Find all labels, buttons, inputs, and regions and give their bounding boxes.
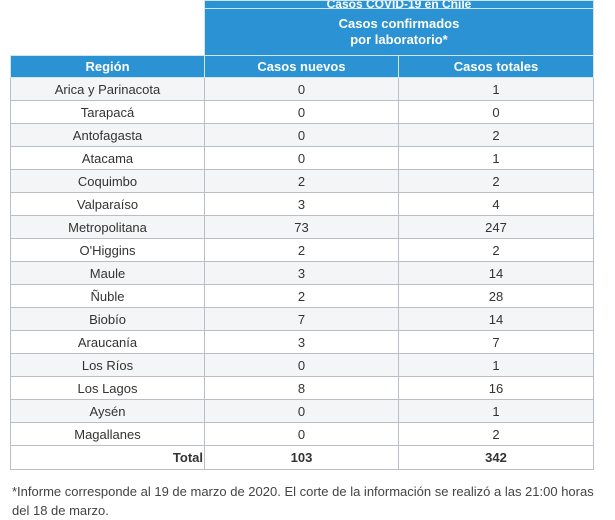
total-label: Total	[10, 445, 205, 470]
table-row: Coquimbo 2 2	[10, 169, 594, 193]
table-row: Maule 3 14	[10, 261, 594, 285]
casos-nuevos-cell: 3	[204, 261, 399, 285]
table-row: Araucanía 3 7	[10, 330, 594, 354]
region-cell: Maule	[10, 261, 205, 285]
column-header-region: Región	[10, 55, 205, 78]
casos-nuevos-cell: 0	[204, 123, 399, 147]
region-cell: Tarapacá	[10, 100, 205, 124]
covid-cases-table-container: Casos COVID-19 en Chile Casos confirmado…	[10, 0, 594, 470]
region-cell: O'Higgins	[10, 238, 205, 262]
region-cell: Araucanía	[10, 330, 205, 354]
table-row: Magallanes 0 2	[10, 422, 594, 446]
casos-totales-cell: 1	[398, 146, 594, 170]
casos-nuevos-cell: 7	[204, 307, 399, 331]
casos-totales-cell: 1	[398, 399, 594, 423]
region-cell: Coquimbo	[10, 169, 205, 193]
casos-nuevos-cell: 0	[204, 422, 399, 446]
footnote: *Informe corresponde al 19 de marzo de 2…	[12, 484, 594, 518]
table-row: O'Higgins 2 2	[10, 238, 594, 262]
casos-totales-cell: 2	[398, 238, 594, 262]
casos-totales-cell: 14	[398, 261, 594, 285]
casos-totales-cell: 2	[398, 169, 594, 193]
casos-nuevos-cell: 0	[204, 399, 399, 423]
region-cell: Metropolitana	[10, 215, 205, 239]
casos-nuevos-cell: 73	[204, 215, 399, 239]
column-header-casos-nuevos: Casos nuevos	[204, 55, 399, 78]
region-cell: Magallanes	[10, 422, 205, 446]
casos-totales-cell: 1	[398, 353, 594, 377]
casos-totales-cell: 7	[398, 330, 594, 354]
casos-nuevos-cell: 2	[204, 238, 399, 262]
region-cell: Los Ríos	[10, 353, 205, 377]
region-cell: Ñuble	[10, 284, 205, 308]
casos-nuevos-cell: 0	[204, 100, 399, 124]
casos-nuevos-cell: 3	[204, 330, 399, 354]
table-row: Los Lagos 8 16	[10, 376, 594, 400]
region-cell: Biobío	[10, 307, 205, 331]
total-casos-nuevos: 103	[204, 445, 399, 470]
table-row: Metropolitana 73 247	[10, 215, 594, 239]
header-blank-cell	[10, 8, 205, 56]
casos-nuevos-cell: 0	[204, 146, 399, 170]
casos-totales-cell: 0	[398, 100, 594, 124]
total-row: Total 103 342	[10, 445, 594, 470]
table-title: Casos COVID-19 en Chile	[204, 0, 594, 9]
table-row: Atacama 0 1	[10, 146, 594, 170]
region-cell: Antofagasta	[10, 123, 205, 147]
table-row: Los Ríos 0 1	[10, 353, 594, 377]
casos-nuevos-cell: 2	[204, 284, 399, 308]
table-row: Antofagasta 0 2	[10, 123, 594, 147]
column-header-casos-totales: Casos totales	[398, 55, 594, 78]
casos-totales-cell: 2	[398, 123, 594, 147]
casos-totales-cell: 1	[398, 77, 594, 101]
table-body: Arica y Parinacota 0 1 Tarapacá 0 0 Antofagast…	[10, 77, 594, 446]
casos-totales-cell: 14	[398, 307, 594, 331]
region-cell: Arica y Parinacota	[10, 77, 205, 101]
casos-totales-cell: 28	[398, 284, 594, 308]
casos-nuevos-cell: 8	[204, 376, 399, 400]
group-header-label: Casos confirmados por laboratorio*	[338, 16, 460, 47]
table-row: Valparaíso 3 4	[10, 192, 594, 216]
table-row: Biobío 7 14	[10, 307, 594, 331]
casos-nuevos-cell: 0	[204, 77, 399, 101]
region-cell: Los Lagos	[10, 376, 205, 400]
region-cell: Atacama	[10, 146, 205, 170]
group-header: Casos confirmados por laboratorio*	[204, 8, 594, 56]
table-row: Tarapacá 0 0	[10, 100, 594, 124]
table-row: Ñuble 2 28	[10, 284, 594, 308]
region-cell: Aysén	[10, 399, 205, 423]
table-row: Arica y Parinacota 0 1	[10, 77, 594, 101]
casos-totales-cell: 16	[398, 376, 594, 400]
casos-totales-cell: 247	[398, 215, 594, 239]
table-row: Aysén 0 1	[10, 399, 594, 423]
casos-nuevos-cell: 2	[204, 169, 399, 193]
region-cell: Valparaíso	[10, 192, 205, 216]
casos-totales-cell: 4	[398, 192, 594, 216]
covid-cases-table: Casos COVID-19 en Chile Casos confirmado…	[10, 0, 594, 470]
casos-totales-cell: 2	[398, 422, 594, 446]
total-casos-totales: 342	[398, 445, 594, 470]
casos-nuevos-cell: 0	[204, 353, 399, 377]
casos-nuevos-cell: 3	[204, 192, 399, 216]
header-blank-cell	[10, 0, 205, 9]
